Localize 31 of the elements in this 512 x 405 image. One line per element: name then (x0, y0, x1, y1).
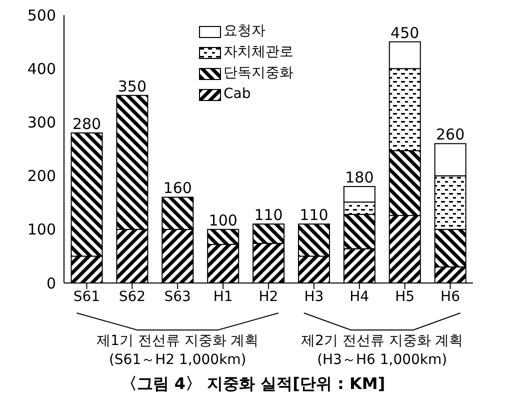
total-label: 110 (300, 206, 328, 224)
x-tick-label: S61 (73, 288, 100, 305)
total-label: 280 (72, 114, 102, 133)
x-tick-label: H6 (440, 288, 460, 305)
y-tick-label: 500 (27, 6, 56, 24)
total-label: 100 (208, 211, 238, 230)
text: 〈그림 4〉 지중화 실적[단위 : KM] (120, 374, 386, 395)
total-label: 350 (118, 77, 147, 96)
y-tick-label: 200 (27, 167, 56, 186)
x-tick-label: H5 (395, 288, 415, 305)
y-tick-label: 300 (27, 114, 56, 132)
total-label: 450 (390, 24, 420, 42)
total-label: 110 (254, 206, 283, 224)
text: 제1기 전선류 지중화 계획 (S61～H2 1,000km) (95, 332, 260, 370)
x-tick-label: H4 (350, 288, 370, 305)
x-tick-label: S63 (164, 288, 191, 305)
x-tick-label: H3 (304, 288, 324, 305)
x-tick-label: H1 (213, 288, 233, 305)
legend-label: Cab (224, 85, 251, 104)
total-label: 260 (436, 126, 465, 144)
text: 제2기 전선류 지중화 계획 (H3～H6 1,000km) (300, 332, 464, 370)
total-label: 160 (163, 179, 192, 198)
y-tick-label: 0 (46, 274, 56, 292)
y-tick-label: 100 (27, 220, 56, 239)
legend-label: 자치체관로 (224, 43, 294, 62)
y-tick-label: 400 (27, 60, 56, 78)
x-tick-label: H2 (258, 288, 278, 305)
total-label: 180 (345, 168, 374, 187)
legend-label: 요청자 (224, 22, 266, 41)
x-tick-label: S62 (118, 288, 146, 305)
legend-label: 단독지중화 (224, 64, 294, 83)
